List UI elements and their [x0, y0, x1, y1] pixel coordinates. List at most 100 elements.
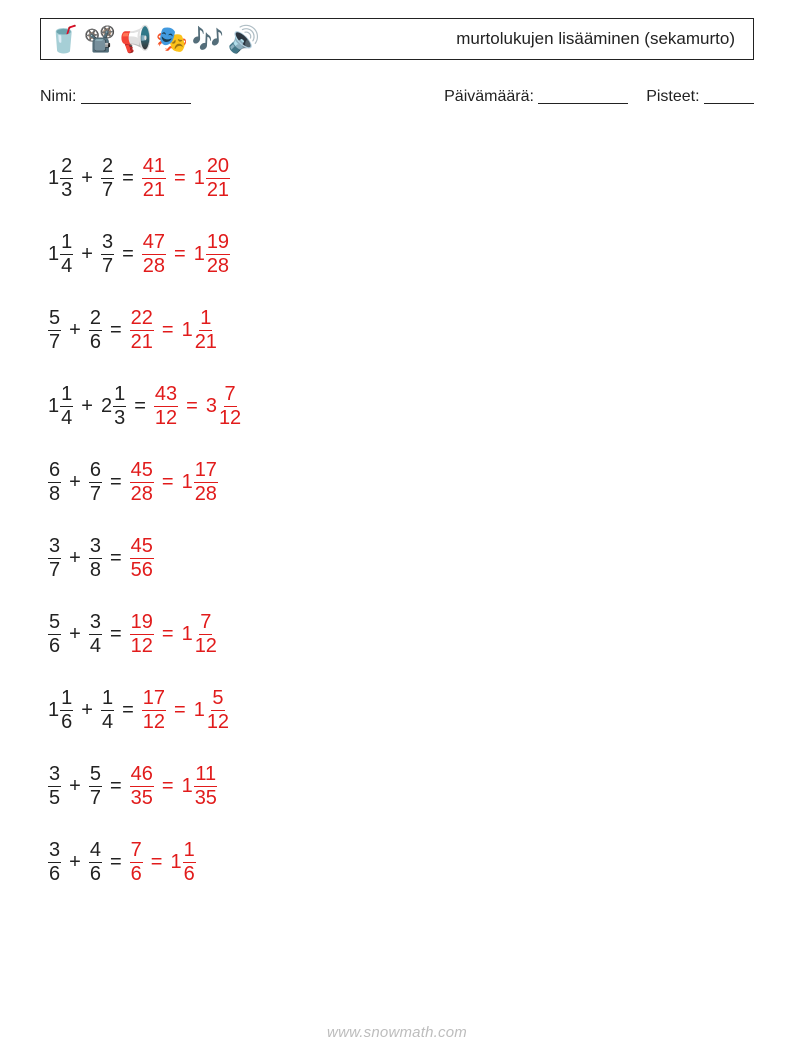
whole-part: 1: [48, 167, 59, 190]
problem-row: 68+67=4528=11728: [48, 444, 748, 520]
fraction-stack: 35: [48, 764, 61, 809]
fraction: 68: [48, 460, 61, 505]
numerator: 5: [89, 764, 102, 787]
denominator: 4: [101, 711, 114, 733]
fraction-stack: 57: [48, 308, 61, 353]
score-blank: [704, 89, 754, 104]
numerator: 1: [60, 384, 73, 407]
fraction-stack: 37: [48, 536, 61, 581]
whole-part: 1: [182, 623, 193, 646]
fraction: 4556: [130, 536, 154, 581]
denominator: 12: [142, 711, 166, 733]
denominator: 6: [89, 863, 102, 885]
equals: =: [174, 167, 186, 190]
numerator: 1: [199, 308, 212, 331]
fraction: 37: [48, 536, 61, 581]
fraction: 35: [48, 764, 61, 809]
fraction: 1912: [130, 612, 154, 657]
denominator: 21: [130, 331, 154, 353]
name-blank: [81, 89, 191, 104]
fraction-stack: 1135: [194, 764, 218, 809]
fraction: 56: [48, 612, 61, 657]
fraction: 27: [101, 156, 114, 201]
fraction: 57: [89, 764, 102, 809]
fraction: 2221: [130, 308, 154, 353]
whole-part: 1: [48, 699, 59, 722]
fraction-stack: 16: [183, 840, 196, 885]
denominator: 3: [60, 179, 73, 201]
problem-row: 123+27=4121=12021: [48, 140, 748, 216]
equals: =: [110, 851, 122, 874]
fraction-stack: 712: [218, 384, 242, 429]
equals: =: [110, 319, 122, 342]
problem-row: 116+14=1712=1512: [48, 672, 748, 748]
denominator: 6: [183, 863, 196, 885]
problems-list: 123+27=4121=12021114+37=4728=1192857+26=…: [48, 140, 748, 900]
whole-part: 1: [48, 243, 59, 266]
denominator: 28: [130, 483, 154, 505]
whole-part: 1: [194, 167, 205, 190]
fraction-stack: 4556: [130, 536, 154, 581]
numerator: 6: [48, 460, 61, 483]
problem-row: 35+57=4635=11135: [48, 748, 748, 824]
numerator: 19: [206, 232, 230, 255]
info-row: Nimi: Päivämäärä: Pisteet:: [40, 86, 754, 106]
plus-operator: +: [69, 623, 81, 646]
denominator: 8: [48, 483, 61, 505]
denominator: 21: [206, 179, 230, 201]
equals: =: [134, 395, 146, 418]
numerator: 2: [60, 156, 73, 179]
denominator: 7: [101, 179, 114, 201]
numerator: 7: [130, 840, 143, 863]
denominator: 5: [48, 787, 61, 809]
numerator: 1: [60, 688, 73, 711]
equals: =: [110, 471, 122, 494]
denominator: 12: [130, 635, 154, 657]
fraction: 4121: [142, 156, 166, 201]
fraction: 1121: [182, 308, 218, 353]
fraction: 36: [48, 840, 61, 885]
fraction-stack: 23: [60, 156, 73, 201]
numerator: 3: [48, 840, 61, 863]
numerator: 5: [48, 612, 61, 635]
name-field: Nimi:: [40, 86, 191, 106]
equals: =: [162, 319, 174, 342]
denominator: 7: [89, 483, 102, 505]
numerator: 17: [142, 688, 166, 711]
problem-row: 36+46=76=116: [48, 824, 748, 900]
fraction-stack: 27: [101, 156, 114, 201]
problem-row: 56+34=1912=1712: [48, 596, 748, 672]
fraction: 34: [89, 612, 102, 657]
denominator: 4: [60, 255, 73, 277]
equals: =: [151, 851, 163, 874]
denominator: 7: [48, 559, 61, 581]
numerator: 6: [89, 460, 102, 483]
plus-operator: +: [69, 775, 81, 798]
plus-operator: +: [69, 547, 81, 570]
equals: =: [110, 547, 122, 570]
numerator: 1: [113, 384, 126, 407]
right-fields: Päivämäärä: Pisteet:: [444, 86, 754, 106]
equals: =: [162, 775, 174, 798]
fraction-stack: 121: [194, 308, 218, 353]
denominator: 6: [89, 331, 102, 353]
fraction-stack: 1928: [206, 232, 230, 277]
fraction-stack: 2021: [206, 156, 230, 201]
fraction: 213: [101, 384, 126, 429]
fraction: 4312: [154, 384, 178, 429]
fraction-stack: 57: [89, 764, 102, 809]
numerator: 47: [142, 232, 166, 255]
numerator: 2: [101, 156, 114, 179]
denominator: 21: [142, 179, 166, 201]
problem-row: 57+26=2221=1121: [48, 292, 748, 368]
denominator: 28: [206, 255, 230, 277]
plus-operator: +: [69, 851, 81, 874]
fraction-stack: 46: [89, 840, 102, 885]
numerator: 3: [48, 536, 61, 559]
equals: =: [110, 623, 122, 646]
fraction-stack: 14: [60, 384, 73, 429]
numerator: 46: [130, 764, 154, 787]
denominator: 35: [130, 787, 154, 809]
speaker-icon: 🔊: [227, 22, 261, 56]
fraction: 123: [48, 156, 73, 201]
